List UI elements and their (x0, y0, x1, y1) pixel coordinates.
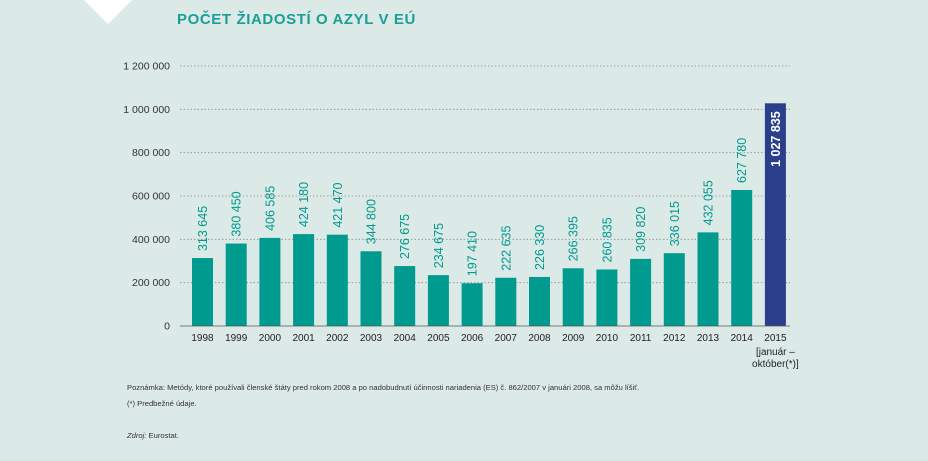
bar (630, 258, 652, 326)
y-tick-label: 400 000 (132, 234, 170, 246)
data-label: 421 470 (331, 182, 345, 227)
bar (697, 232, 719, 326)
x-tick-label: 1998 (191, 333, 214, 344)
data-label: 313 645 (196, 206, 210, 251)
bar (529, 276, 550, 326)
bar (326, 234, 348, 326)
bar (225, 243, 247, 326)
y-tick-label: 0 (164, 321, 170, 333)
bar (461, 283, 483, 326)
data-label: 406 585 (263, 186, 277, 231)
data-label: 276 675 (398, 214, 412, 259)
bar (259, 237, 281, 326)
source-value: Eurostat. (148, 431, 179, 440)
x-tick-label: 2002 (326, 333, 349, 344)
bar (663, 253, 685, 326)
x-tick-label: 2007 (495, 333, 518, 344)
corner-notch (84, 0, 132, 24)
data-label: 266 395 (567, 216, 581, 261)
bar (394, 266, 416, 326)
y-tick-label: 1 200 000 (123, 61, 170, 73)
bar (562, 268, 584, 326)
data-label: 380 450 (230, 191, 244, 236)
x-tick-sublabel: [január – (756, 347, 795, 358)
x-tick-label: 2009 (562, 333, 585, 344)
y-tick-label: 200 000 (132, 277, 170, 289)
y-tick-label: 800 000 (132, 147, 170, 159)
x-tick-label: 2011 (630, 333, 652, 344)
data-label: 1 027 835 (769, 111, 783, 167)
data-label: 424 180 (297, 182, 311, 227)
bar (764, 103, 786, 326)
data-label: 432 055 (702, 180, 716, 225)
y-tick-label: 1 000 000 (123, 104, 170, 116)
x-tick-label: 2003 (360, 333, 383, 344)
bar (495, 277, 517, 326)
data-label: 222 635 (499, 226, 513, 271)
bar (596, 269, 618, 326)
data-label: 627 780 (735, 138, 749, 183)
bar-chart: 0 200 000 400 000 600 000 800 000 1 000 000 1 … (123, 61, 799, 371)
source-note: Zdroj: Eurostat. (127, 431, 179, 440)
x-tick-label: 2004 (394, 333, 417, 344)
data-label: 336 015 (668, 201, 682, 246)
x-tick-label: 2001 (292, 333, 315, 344)
data-label: 309 820 (634, 207, 648, 252)
x-tick-label: 2006 (461, 333, 484, 344)
x-tick-label: 2008 (528, 333, 551, 344)
x-tick-label: 2014 (731, 333, 754, 344)
x-tick-label: 2013 (697, 333, 720, 344)
x-tick-label: 1999 (225, 333, 248, 344)
data-label: 234 675 (432, 223, 446, 268)
y-tick-label: 600 000 (132, 191, 170, 203)
data-label: 197 410 (466, 231, 480, 276)
data-label: 260 835 (600, 217, 614, 262)
bar (293, 234, 315, 326)
x-tick-label: 2005 (427, 333, 450, 344)
x-tick-label: 2000 (259, 333, 282, 344)
source-label: Zdroj: (127, 431, 147, 440)
x-tick-label: 2010 (596, 333, 619, 344)
data-label: 344 800 (365, 199, 379, 244)
bar (192, 258, 213, 326)
chart-title: POČET ŽIADOSTÍ O AZYL V EÚ (177, 11, 416, 28)
x-tick-label: 2012 (663, 333, 686, 344)
bar (427, 275, 449, 326)
bar (360, 251, 382, 326)
x-tick-label: 2015 (764, 333, 787, 344)
data-label: 226 330 (533, 225, 547, 270)
bar (731, 189, 753, 326)
x-tick-sublabel: október(*)] (752, 359, 799, 370)
preliminary-note: (*) Predbežné údaje. (127, 399, 197, 408)
methodology-note: Poznámka: Metódy, ktoré používali člensk… (127, 383, 640, 392)
